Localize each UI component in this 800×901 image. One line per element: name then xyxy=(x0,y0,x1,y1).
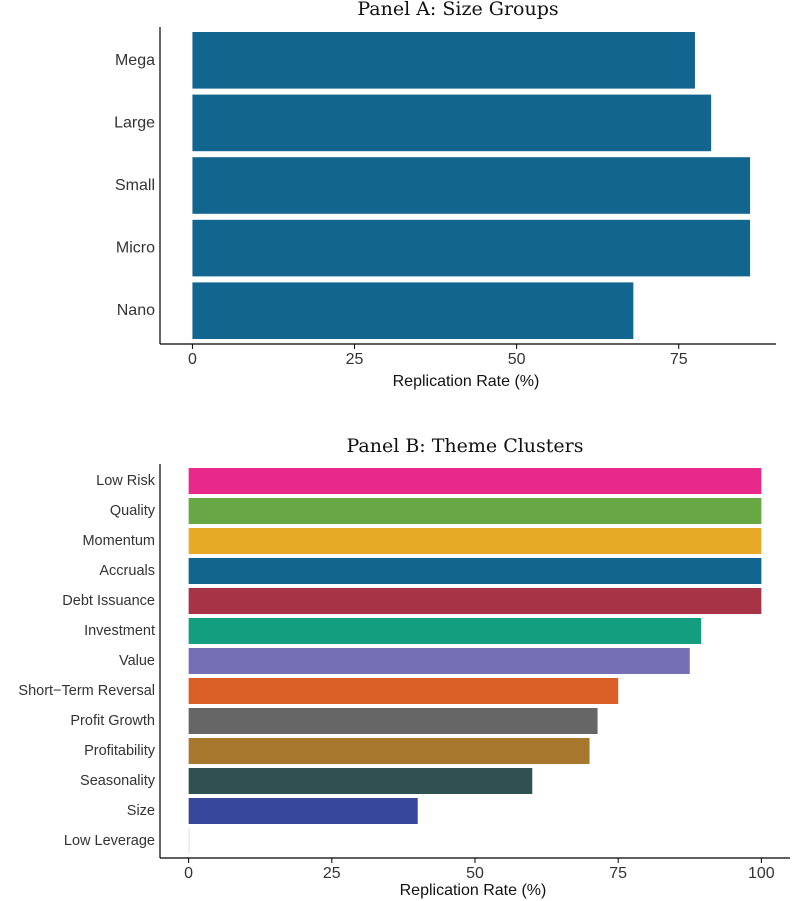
category-label: Debt Issuance xyxy=(62,593,155,609)
bar-investment xyxy=(188,618,702,644)
bar-profit-growth xyxy=(188,708,598,734)
panel-title: Panel A: Size Groups xyxy=(357,0,558,20)
bar-size xyxy=(188,798,418,824)
bar-micro xyxy=(192,219,751,277)
x-tick-label: 100 xyxy=(748,865,775,882)
bar-low-leverage xyxy=(188,828,190,854)
bar-momentum xyxy=(188,528,762,554)
x-tick-label: 50 xyxy=(508,351,526,368)
category-label: Profit Growth xyxy=(70,713,155,729)
panel-title: Panel B: Theme Clusters xyxy=(346,435,583,457)
category-label: Value xyxy=(119,653,155,669)
category-label: Investment xyxy=(84,623,155,639)
bar-value xyxy=(188,648,690,674)
x-tick-label: 0 xyxy=(184,865,193,882)
bar-seasonality xyxy=(188,768,533,794)
bar-short-term-reversal xyxy=(188,678,619,704)
category-label: Size xyxy=(127,803,155,819)
category-label: Quality xyxy=(110,503,156,519)
bar-large xyxy=(192,94,712,152)
bar-low-risk xyxy=(188,468,762,494)
category-label: Low Leverage xyxy=(64,833,155,849)
category-label: Small xyxy=(115,177,155,194)
panel-a: Panel A: Size Groups Mega Large Small Micro N… xyxy=(114,0,776,390)
category-label: Momentum xyxy=(82,533,155,549)
category-label: Nano xyxy=(117,302,155,319)
bar-small xyxy=(192,157,751,214)
x-axis-title: Replication Rate (%) xyxy=(393,373,540,390)
x-tick-label: 0 xyxy=(188,351,197,368)
x-axis-title: Replication Rate (%) xyxy=(400,882,547,899)
bar-accruals xyxy=(188,558,762,584)
category-label: Accruals xyxy=(99,563,155,579)
category-label: Low Risk xyxy=(96,473,156,489)
x-tick-label: 75 xyxy=(609,865,627,882)
bar-nano xyxy=(192,282,634,339)
bar-profitability xyxy=(188,738,590,764)
x-tick-label: 75 xyxy=(670,351,688,368)
bar-quality xyxy=(188,498,762,524)
x-tick-label: 25 xyxy=(323,865,341,882)
category-label: Seasonality xyxy=(80,773,156,789)
category-label: Mega xyxy=(115,52,155,69)
category-label: Short−Term Reversal xyxy=(18,683,155,699)
bar-mega xyxy=(192,32,695,89)
bar-debt-issuance xyxy=(188,588,762,614)
category-label: Micro xyxy=(116,240,155,257)
x-tick-label: 25 xyxy=(346,351,364,368)
panel-b: Panel B: Theme Clusters Low Risk Quality Mo… xyxy=(18,435,790,899)
category-label: Large xyxy=(114,114,155,131)
x-tick-label: 50 xyxy=(466,865,484,882)
category-label: Profitability xyxy=(84,743,156,759)
